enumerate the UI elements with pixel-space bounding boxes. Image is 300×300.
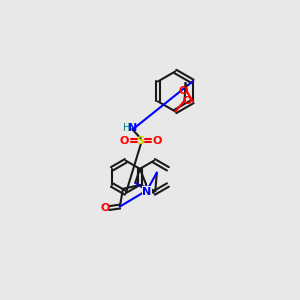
Text: O: O <box>183 96 192 106</box>
Text: O: O <box>153 136 162 146</box>
Text: H: H <box>123 123 130 133</box>
Text: N: N <box>128 123 138 134</box>
Text: N: N <box>142 187 152 197</box>
Text: S: S <box>137 136 145 146</box>
Text: O: O <box>119 136 128 146</box>
Text: O: O <box>179 86 188 96</box>
Text: O: O <box>100 203 110 213</box>
